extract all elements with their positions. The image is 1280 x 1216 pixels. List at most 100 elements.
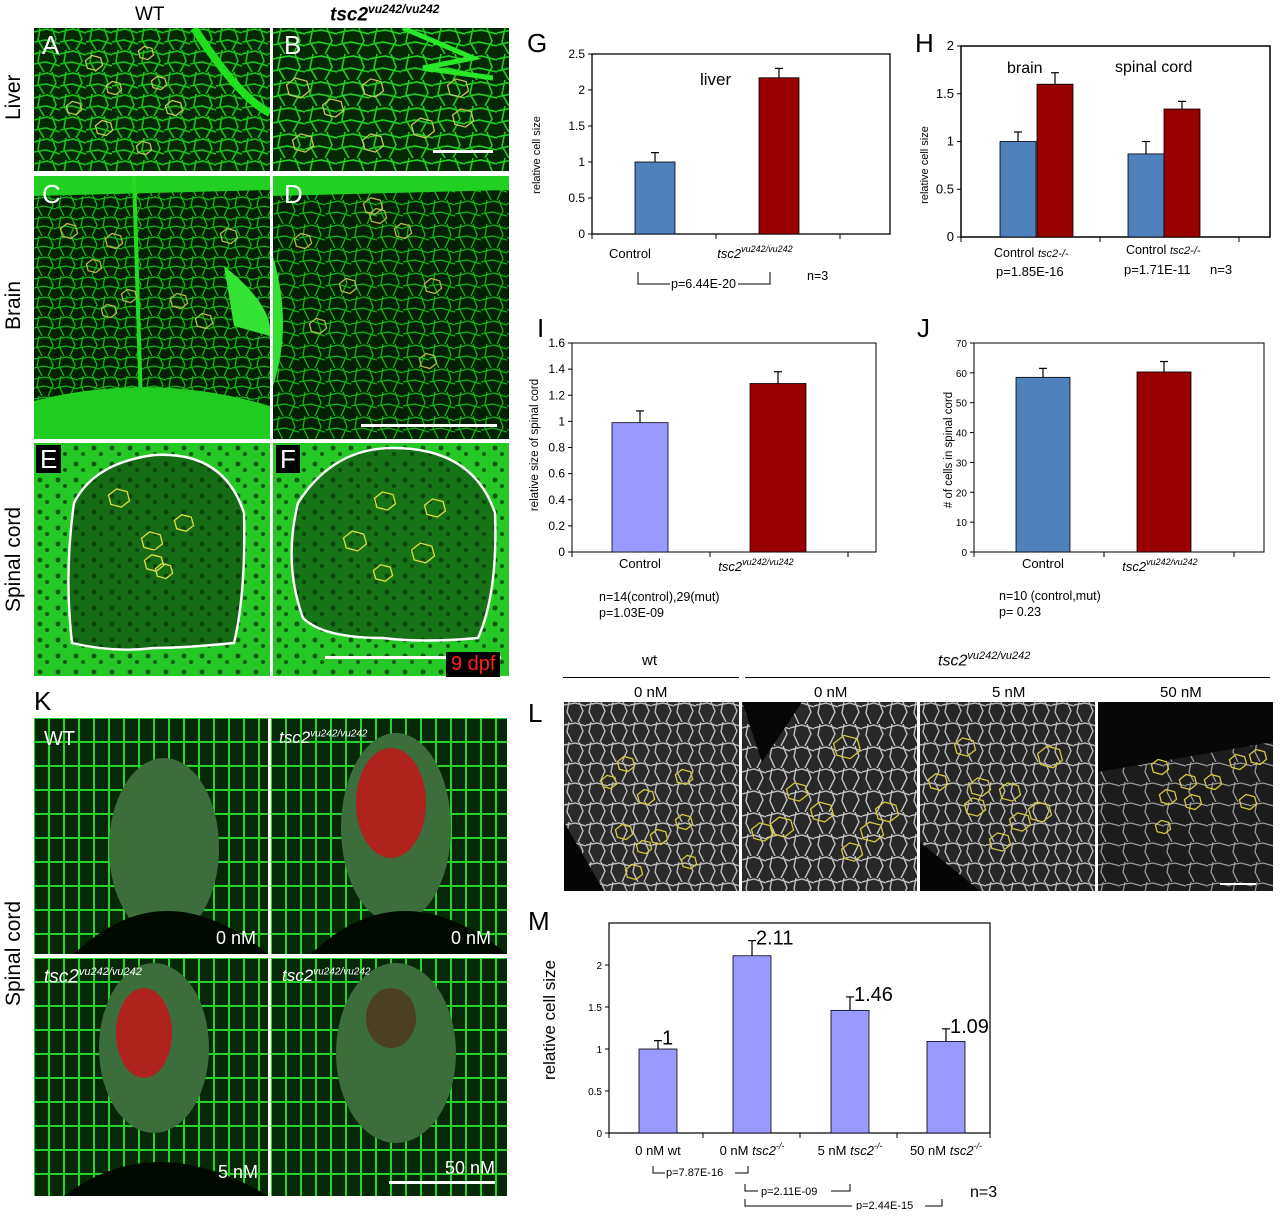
k-conc-50nm: 50 nM — [445, 1158, 496, 1178]
l-label-wt: wt — [642, 652, 657, 669]
chart-h-xlabel-0: Control — [994, 246, 1034, 260]
row-label-brain: Brain — [2, 280, 25, 330]
cell-outline — [120, 288, 138, 304]
cell-outline — [840, 842, 864, 862]
l-conc-3: 5 nM — [992, 684, 1026, 701]
chart-M-bar-3 — [926, 1041, 966, 1134]
chart-G-ytick-label-4: 2 — [578, 83, 585, 97]
k-label-gen-1: tsc2vu242/vu242 — [279, 728, 368, 747]
k-label-gen-2: tsc2vu242/vu242 — [44, 966, 142, 988]
chart-M-data-label-1: 2.11 — [756, 928, 793, 950]
cell-outline — [373, 491, 397, 511]
chart-G-ytick-label-2: 1 — [578, 155, 585, 169]
micrograph-l-mut-0nm — [742, 702, 917, 891]
chart-I-ytick-label-7: 1.4 — [548, 362, 565, 376]
chart-M-bar-2 — [830, 1009, 870, 1134]
chart-J-ytick-label-4: 40 — [956, 429, 968, 440]
cell-outline — [874, 801, 900, 823]
chart-H-bar-0 — [999, 141, 1037, 238]
cell-outline — [1036, 745, 1064, 769]
chart-h-ylabel: relative cell size — [919, 126, 931, 204]
cell-outline — [769, 816, 795, 838]
chart-M-bar-0 — [638, 1048, 678, 1134]
header-wt: WT — [135, 4, 165, 25]
cell-outline — [393, 222, 413, 240]
row-label-spinal: Spinal cord — [2, 506, 25, 612]
chart-I-ytick-label-0: 0 — [558, 545, 565, 559]
chart-m-xlabel-0: 0 nM wt — [635, 1143, 681, 1158]
chart-j-p: p= 0.23 — [999, 605, 1041, 619]
micrograph-k-mutant-0nm — [271, 718, 507, 954]
cell-outline — [600, 774, 618, 790]
chart-I-ytick-label-8: 1.6 — [548, 336, 565, 350]
cell-outline — [164, 99, 184, 117]
micrograph-k-wt-0nm — [34, 718, 268, 954]
chart-M-bar-1 — [732, 955, 772, 1134]
chart-j: # of cells in spinal cord 0 10 20 30 40 50 60 7… — [943, 339, 1265, 619]
cell-outline — [94, 119, 114, 137]
chart-i-n: n=14(control),29(mut) — [599, 590, 720, 604]
chart-j-n: n=10 (control,mut) — [999, 589, 1101, 603]
chart-j-xlabel-1: tsc2vu242/vu242 — [1122, 557, 1197, 574]
chart-J-ytick-label-7: 70 — [956, 339, 968, 350]
chart-G-ytick-label-3: 1.5 — [568, 119, 585, 133]
chart-I-ytick-label-4: 0.8 — [548, 441, 565, 455]
cell-outline — [418, 352, 438, 370]
header-mutant: tsc2vu242/vu242 — [330, 2, 440, 26]
chart-i-xlabel-0: Control — [619, 556, 661, 571]
cell-outline — [451, 108, 475, 128]
cell-outline — [1027, 801, 1053, 823]
cell-outline — [680, 854, 698, 870]
panel-letter-f: F — [276, 445, 300, 473]
cell-outline — [1228, 753, 1248, 771]
chart-m-bracket-1 — [652, 1166, 749, 1174]
chart-m: relative cell size 0 0.5 1 1.5 2 1 2.11 1.46 1.0… — [540, 922, 997, 1210]
chart-j-ylabel: # of cells in spinal cord — [943, 392, 955, 508]
cell-outline — [624, 863, 644, 881]
chart-J-bar-0 — [1015, 376, 1071, 553]
chart-i: relative size of spinal cord 0 0.2 0.4 0.6 0… — [529, 336, 877, 620]
chart-I-ytick-label-2: 0.4 — [548, 493, 565, 507]
cell-outline — [674, 813, 694, 831]
chart-G-ytick-label-5: 2.5 — [568, 47, 585, 61]
chart-M-ytick-label-4: 2 — [596, 961, 602, 972]
chart-H-ytick-label-1: 0.5 — [936, 181, 954, 196]
chart-h-p1: p=1.85E-16 — [996, 264, 1064, 279]
cell-outline — [173, 513, 195, 533]
cell-outline — [361, 133, 385, 153]
cell-outline — [105, 80, 123, 96]
chart-g: relative cell size 0 0.5 1 1.5 2 2.5 liver Co… — [531, 47, 891, 291]
cell-outline — [59, 222, 79, 240]
chart-m-bracket-2 — [744, 1184, 851, 1192]
cell-outline — [293, 232, 313, 250]
panel-letter-h: H — [915, 28, 934, 58]
cell-outline — [1178, 773, 1198, 791]
chart-I-bar-0 — [611, 422, 669, 553]
chart-m-xlabel-1: 0 nM tsc2-/- — [720, 1141, 785, 1158]
chart-m-p3: p=2.44E-15 — [856, 1200, 913, 1210]
chart-g-xlabel-0: Control — [609, 246, 651, 261]
cell-outline — [137, 45, 155, 61]
chart-m-xlabel-2: 5 nM tsc2-/- — [818, 1141, 883, 1158]
chart-H-ytick-label-0: 0 — [947, 229, 954, 244]
cell-outline — [368, 207, 388, 225]
panel-letter-l: L — [528, 698, 543, 728]
cell-outline — [927, 772, 949, 792]
cell-outline — [446, 78, 470, 98]
chart-G-bar-1 — [758, 77, 800, 235]
micrograph-l-wt-0nm — [564, 702, 739, 891]
chart-H-bar-3 — [1163, 108, 1201, 238]
chart-h: relative cell size 0 0.5 1 1.5 2 brain spina… — [919, 40, 1271, 279]
chart-g-p: p=6.44E-20 — [671, 277, 736, 291]
cell-outline — [65, 100, 83, 116]
chart-M-ytick-label-0: 0 — [596, 1129, 602, 1140]
cell-outline — [953, 737, 977, 757]
chart-I-ytick-label-1: 0.2 — [548, 519, 565, 533]
chart-H-ytick-label-4: 2 — [947, 40, 954, 53]
chart-h-n: n=3 — [1210, 262, 1232, 277]
chart-m-bracket-3 — [744, 1199, 943, 1207]
cell-outline — [809, 801, 835, 823]
cell-outline — [1183, 793, 1203, 811]
chart-M-ytick-label-3: 1.5 — [588, 1003, 602, 1014]
row-label-liver: Liver — [2, 74, 25, 120]
